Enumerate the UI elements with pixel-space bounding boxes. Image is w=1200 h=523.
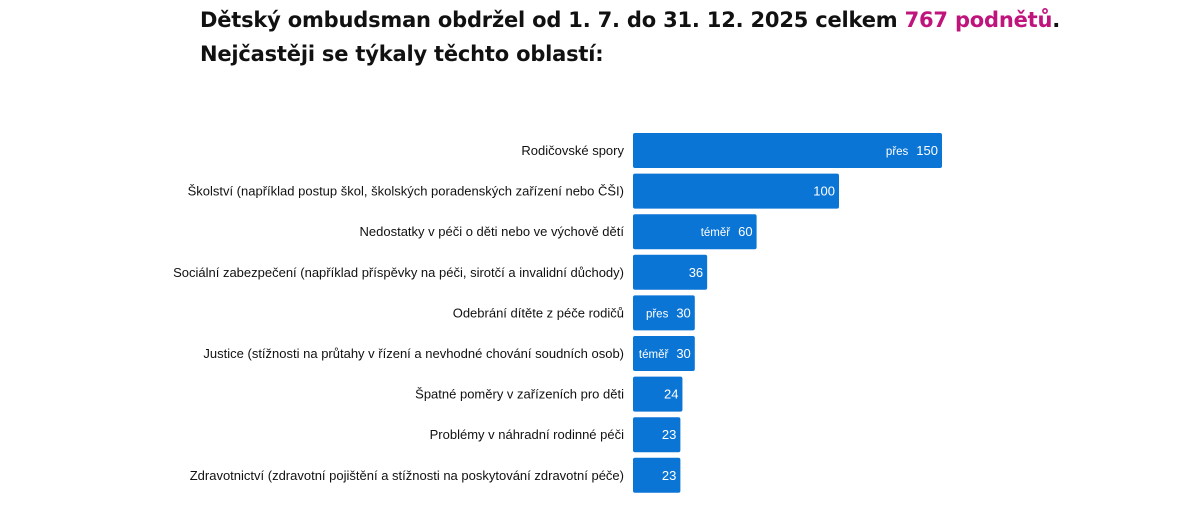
category-label: Justice (stížnosti na průtahy v řízení a… [203,346,624,361]
value-label: 23 [662,427,676,442]
bar [633,133,942,168]
chart-title-prefix: Dětský ombudsman obdržel od 1. 7. do 31.… [200,8,905,32]
category-label: Problémy v náhradní rodinné péči [430,427,625,442]
chart-subtitle: Nejčastěji se týkaly těchto oblastí: [200,42,604,66]
value-label: 100 [813,184,835,199]
bar [633,336,695,371]
value-qualifier: přes [886,146,909,158]
category-label: Sociální zabezpečení (například příspěvk… [173,265,624,280]
bar [633,173,839,209]
category-label: Školství (například postup škol, školský… [188,184,624,199]
value-qualifier: přes [646,308,669,320]
bar [633,254,708,290]
bar [633,295,695,331]
category-label: Odebrání dítěte z péče rodičů [453,305,624,320]
value-label: 60 [738,224,752,239]
bar [633,457,681,493]
chart-title: Dětský ombudsman obdržel od 1. 7. do 31.… [200,8,1060,32]
category-label: Špatné poměry v zařízeních pro děti [415,387,624,402]
category-label: Nedostatky v péči o děti nebo ve výchově… [360,224,625,239]
value-label: 150 [916,143,938,158]
chart-title-suffix: . [1052,8,1060,32]
value-label: 24 [664,387,678,402]
category-label: Zdravotnictví (zdravotní pojištění a stí… [190,468,624,483]
value-label: 30 [676,346,690,361]
value-label: 36 [689,265,703,280]
value-qualifier: téměř [701,227,732,239]
bar [633,214,757,250]
bar [633,376,683,412]
value-qualifier: téměř [639,349,670,361]
value-label: 30 [676,305,690,320]
category-label: Rodičovské spory [521,143,624,158]
bar [633,417,681,453]
total-count-highlight: 767 podnětů [904,8,1053,32]
value-label: 23 [662,468,676,483]
